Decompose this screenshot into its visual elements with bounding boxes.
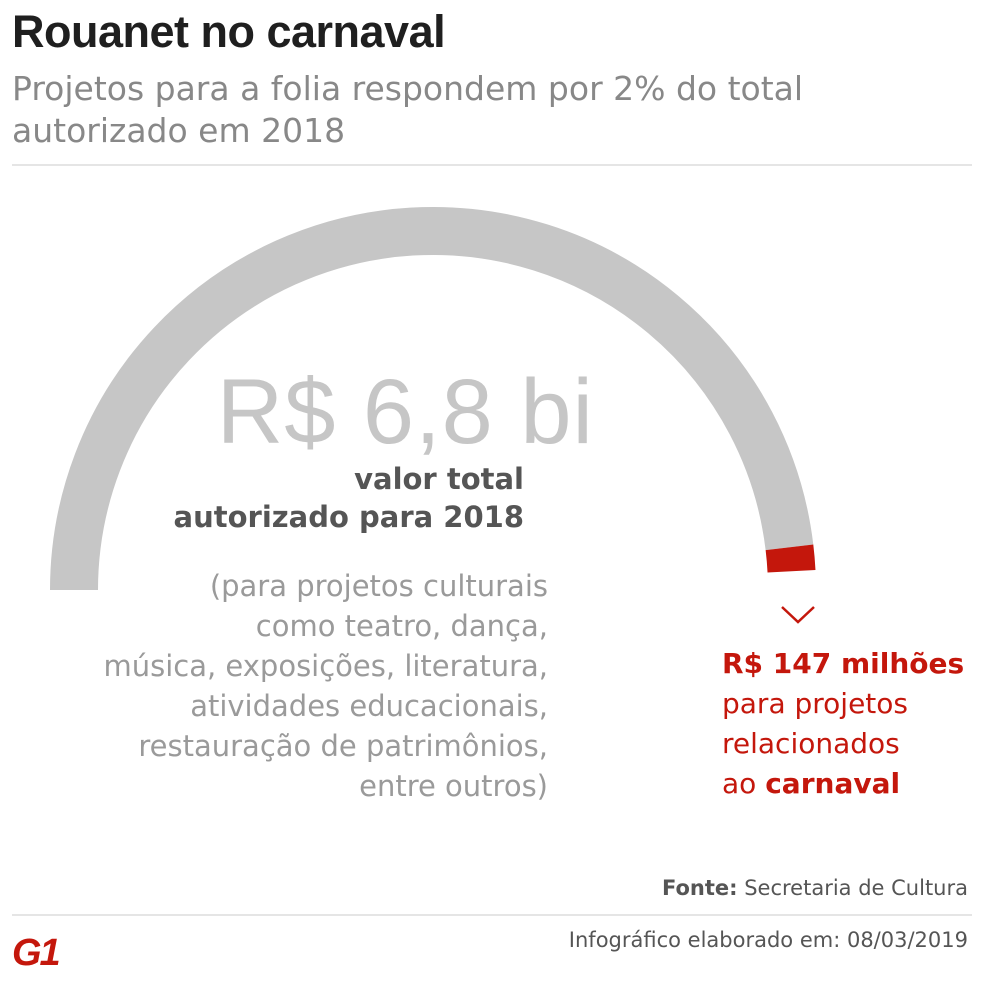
total-description-line: música, exposições, literatura, xyxy=(103,649,548,683)
infographic-date: Infográfico elaborado em: 08/03/2019 xyxy=(568,928,968,952)
highlight-text-prefix: ao xyxy=(722,767,766,800)
highlight-value: R$ 147 milhões xyxy=(722,647,965,680)
g1-logo: G1 xyxy=(12,932,61,974)
chart-subtitle: Projetos para a folia respondem por 2% d… xyxy=(12,69,804,150)
chevron-down-icon xyxy=(781,606,815,624)
total-label: valor total autorizado para 2018 xyxy=(174,460,524,536)
source-label: Fonte: xyxy=(661,876,738,900)
total-description: (para projetos culturais como teatro, da… xyxy=(103,566,548,806)
source-value: Secretaria de Cultura xyxy=(737,876,968,900)
total-description-line: (para projetos culturais xyxy=(209,569,548,603)
highlight-callout: R$ 147 milhões para projetos relacionado… xyxy=(722,644,964,804)
highlight-text-line: ao carnaval xyxy=(722,764,964,804)
highlight-text-line: para projetos xyxy=(722,687,909,720)
gauge-arc-total xyxy=(50,206,814,591)
total-label-line: autorizado para 2018 xyxy=(173,500,524,534)
bottom-divider xyxy=(12,914,972,916)
total-description-line: atividades educacionais, xyxy=(190,689,548,723)
highlight-text-line: relacionados xyxy=(722,727,900,760)
top-divider xyxy=(12,164,972,166)
chart-title: Rouanet no carnaval xyxy=(12,6,446,57)
source-credit: Fonte: Secretaria de Cultura xyxy=(662,876,968,900)
total-description-line: como teatro, dança, xyxy=(255,609,548,643)
total-description-line: restauração de patrimônios, xyxy=(138,729,548,763)
gauge-arc-highlight xyxy=(765,544,816,573)
highlight-text-bold: carnaval xyxy=(765,767,901,800)
total-value: R$ 6,8 bi xyxy=(216,361,594,463)
total-description-line: entre outros) xyxy=(359,769,548,803)
total-label-line: valor total xyxy=(354,462,524,496)
